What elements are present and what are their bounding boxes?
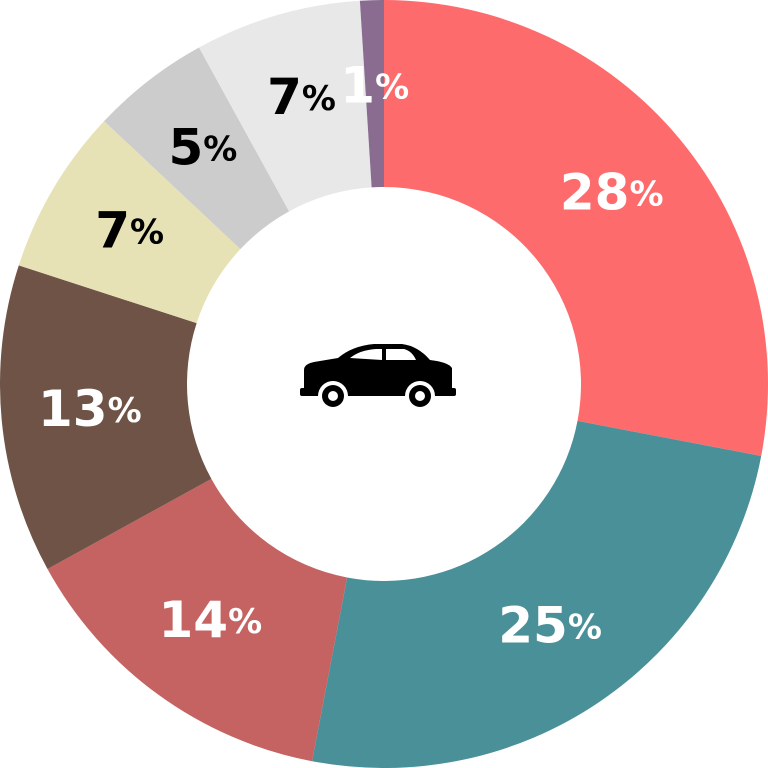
slice bbox=[312, 420, 762, 768]
slice bbox=[199, 0, 372, 212]
slice bbox=[0, 265, 212, 569]
slice bbox=[104, 47, 290, 250]
value-label: 7% bbox=[95, 201, 164, 259]
slice bbox=[359, 0, 384, 188]
value-label: 13% bbox=[38, 379, 142, 437]
value-label: 7% bbox=[267, 68, 336, 126]
car-icon bbox=[300, 344, 456, 411]
value-label: 14% bbox=[158, 591, 262, 649]
value-label: 28% bbox=[560, 163, 664, 221]
value-label: 25% bbox=[498, 596, 602, 654]
slice bbox=[18, 121, 241, 324]
slice bbox=[47, 478, 348, 762]
value-label: 5% bbox=[168, 118, 237, 176]
slice bbox=[384, 0, 768, 456]
value-label: 1% bbox=[340, 56, 409, 114]
